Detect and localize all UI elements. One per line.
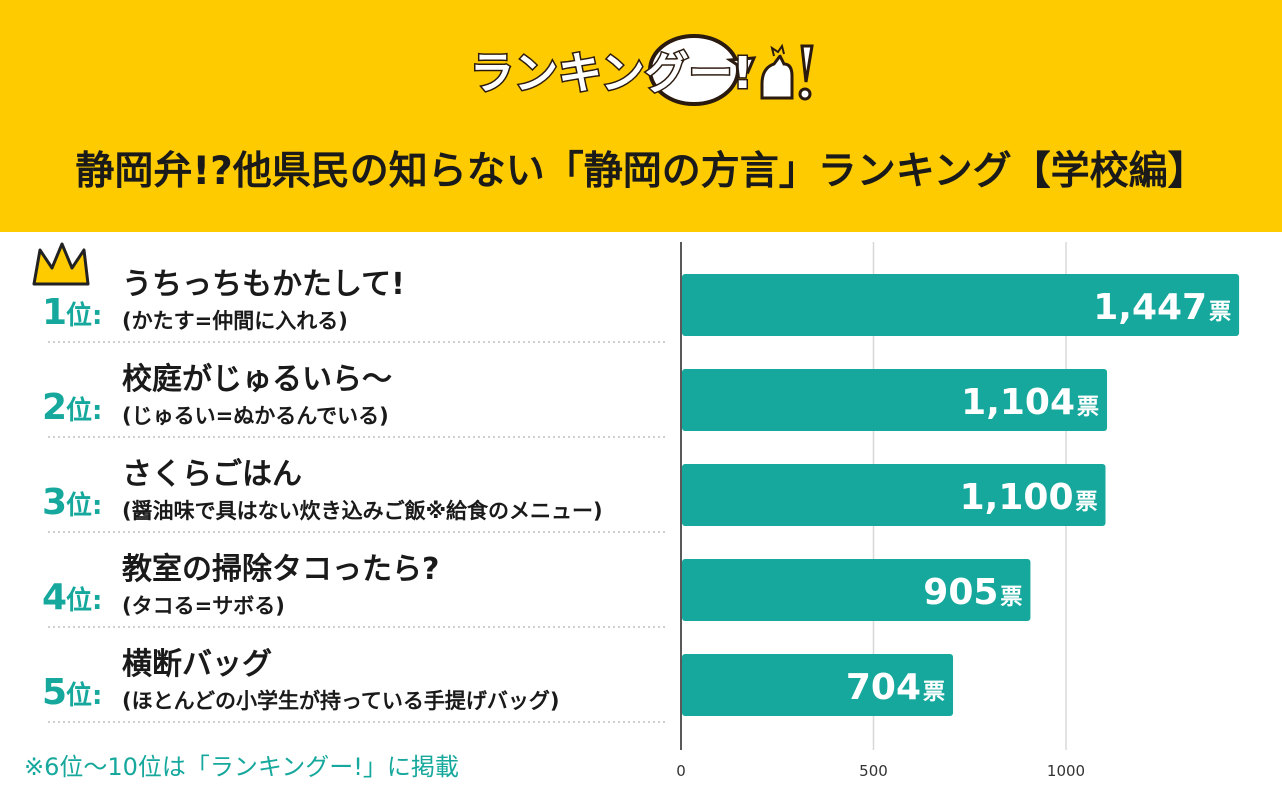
bar-value-label: 905: [923, 572, 998, 613]
bar-3: [682, 464, 1106, 526]
rank-suffix: 位:: [66, 300, 102, 331]
item-note: (かたす=仲間に入れる): [122, 309, 348, 333]
rank-suffix: 位:: [66, 680, 102, 711]
bar-value-label: 1,104: [961, 382, 1075, 423]
bar-value-label: 1,100: [960, 477, 1074, 518]
bar-4: [682, 559, 1031, 621]
bar-unit-label: 票: [923, 680, 945, 705]
bar-value-label: 704: [846, 667, 921, 708]
rank-suffix: 位:: [66, 490, 102, 521]
rank-number: 3: [42, 482, 67, 523]
item-name: 校庭がじゅるいら〜: [122, 362, 392, 397]
bar-unit-label: 票: [1075, 490, 1097, 515]
footnote: ※6位〜10位は「ランキングー!」に掲載: [24, 753, 459, 781]
x-tick-label: 1000: [1047, 762, 1085, 780]
crown-icon: [32, 242, 90, 286]
page-title: 静岡弁!?他県民の知らない「静岡の方言」ランキング【学校編】: [75, 149, 1207, 194]
rank-number: 5: [42, 672, 67, 713]
header-banner: ランキングー! 静岡弁!?他県民の知らない「静岡の方言」ランキング【学校編】: [0, 0, 1282, 232]
x-tick-label: 0: [676, 762, 686, 780]
bar-unit-label: 票: [1000, 585, 1022, 610]
bar-unit-label: 票: [1077, 395, 1099, 420]
bar-value-label: 1,447: [1093, 287, 1207, 328]
item-name: うちっちもかたして!: [122, 267, 405, 302]
rankingoo-logo-icon: ランキングー!: [469, 34, 814, 106]
item-note: (醤油味で具はない炊き込みご飯※給食のメニュー): [122, 499, 603, 523]
logo-text: ランキングー!: [470, 48, 753, 99]
x-tick-label: 500: [859, 762, 888, 780]
item-name: 教室の掃除タコったら?: [122, 552, 439, 587]
rank-suffix: 位:: [66, 585, 102, 616]
bar-5: [682, 654, 954, 716]
bar-unit-label: 票: [1209, 300, 1231, 325]
item-note: (ほとんどの小学生が持っている手提げバッグ): [122, 689, 560, 713]
rank-suffix: 位:: [66, 395, 102, 426]
item-note: (じゅるい=ぬかるんでいる): [122, 404, 389, 428]
item-name: さくらごはん: [122, 457, 302, 492]
bar-1: [682, 274, 1240, 336]
item-note: (タコる=サボる): [122, 594, 285, 618]
item-name: 横断バッグ: [122, 647, 272, 682]
bar-2: [682, 369, 1108, 431]
rank-number: 2: [42, 387, 67, 428]
rank-number: 1: [42, 292, 67, 333]
rank-number: 4: [42, 577, 67, 618]
